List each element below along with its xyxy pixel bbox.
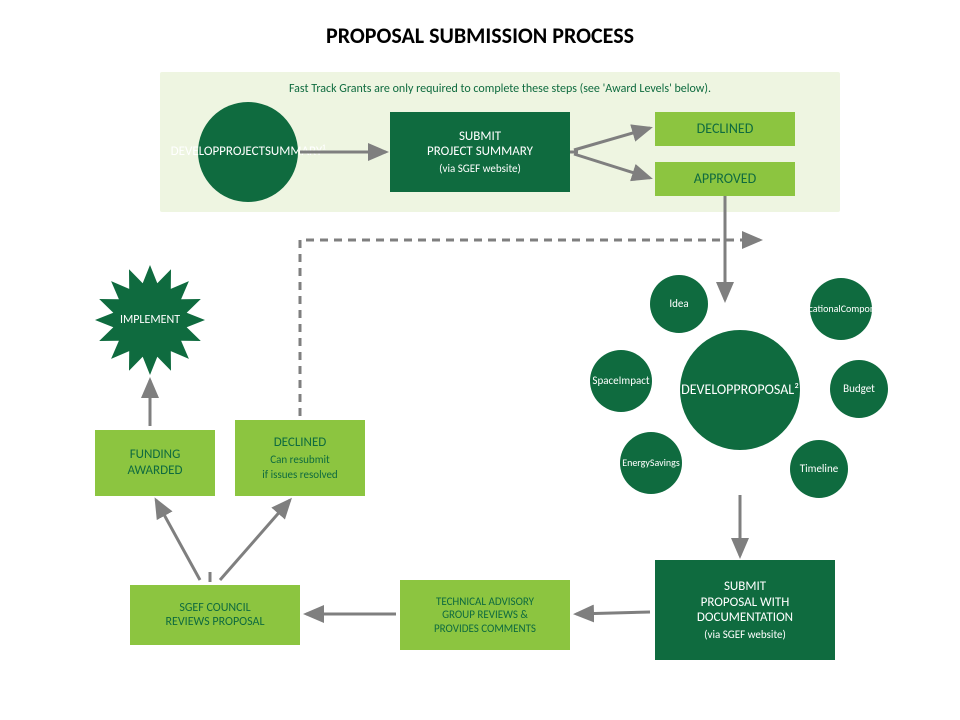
node-sat_edu: EducationalComponent [810, 278, 872, 340]
node-council: SGEF COUNCILREVIEWS PROPOSAL [130, 585, 300, 645]
node-sat_space: SpaceImpact [590, 350, 652, 412]
node-funding: FUNDINGAWARDED [95, 430, 215, 496]
node-sat_idea: Idea [650, 275, 708, 333]
node-approved: APPROVED [655, 162, 795, 196]
node-declined_top: DECLINED [655, 112, 795, 146]
node-declined_resub: DECLINEDCan resubmitif issues resolved [235, 420, 365, 496]
node-implement: IMPLEMENT [95, 265, 205, 375]
node-submit_proposal: SUBMITPROPOSAL WITHDOCUMENTATION(via SGE… [655, 560, 835, 660]
node-sat_energy: EnergySavings [620, 432, 682, 494]
node-develop_proposal: DEVELOPPROPOSAL² [680, 330, 800, 450]
fasttrack-note: Fast Track Grants are only required to c… [180, 82, 820, 96]
node-sat_budget: Budget [830, 360, 888, 418]
node-sat_timeline: Timeline [790, 440, 848, 498]
arrow-a7a [156, 500, 200, 580]
node-submit_summary: SUBMITPROJECT SUMMARY(via SGEF website) [390, 112, 570, 192]
page-title: PROPOSAL SUBMISSION PROCESS [0, 22, 960, 49]
node-develop_summary: DEVELOPPROJECTSUMMARY¹ [198, 102, 298, 202]
arrow-a7b [220, 500, 290, 580]
arrow-a5 [576, 612, 650, 614]
node-tech_advisory: TECHNICAL ADVISORYGROUP REVIEWS &PROVIDE… [400, 580, 570, 650]
